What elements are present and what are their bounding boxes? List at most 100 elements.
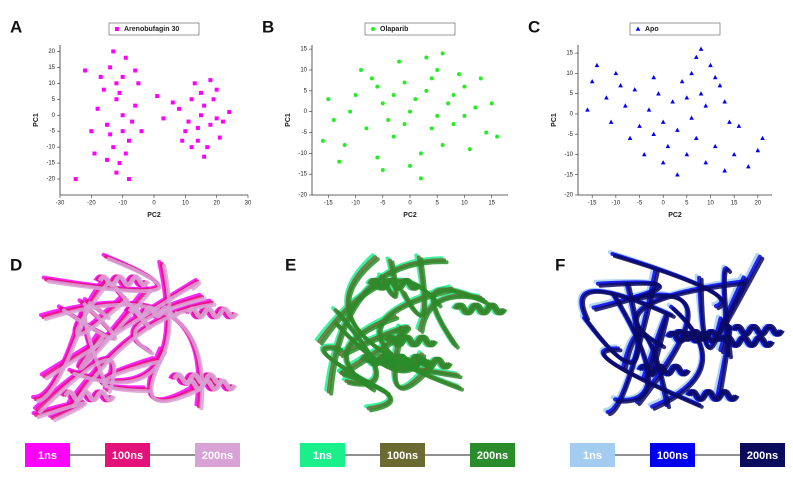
structure [314, 253, 508, 413]
point [326, 97, 331, 102]
point [435, 68, 440, 72]
y-tick-label: -20 [298, 193, 307, 199]
x-tick-label: -15 [588, 201, 597, 207]
x-tick-label: -10 [612, 201, 621, 207]
legend-swatch [650, 443, 695, 467]
ribbon [133, 296, 207, 356]
y-tick-label: -15 [46, 161, 55, 167]
point [126, 138, 131, 143]
legend-marker [115, 27, 119, 31]
legend-swatch [570, 443, 615, 467]
point [105, 157, 109, 162]
point [708, 62, 713, 68]
point [95, 106, 100, 111]
helix [638, 363, 691, 377]
point [83, 68, 88, 73]
point [665, 143, 671, 149]
point [446, 101, 451, 106]
y-tick-label: -5 [568, 132, 574, 138]
point [227, 110, 232, 115]
point [703, 160, 709, 165]
y-tick-label: 20 [48, 49, 55, 55]
point [189, 145, 194, 150]
x-tick-label: 0 [661, 201, 665, 207]
y-tick-label: 10 [300, 68, 307, 74]
point [133, 68, 138, 73]
y-tick-label: 15 [566, 51, 573, 57]
point [760, 135, 765, 141]
point [451, 122, 456, 127]
panel-label: B [262, 17, 274, 36]
point [402, 80, 407, 85]
helix [687, 389, 740, 402]
point [380, 101, 385, 106]
point [114, 97, 119, 102]
x-tick-label: -10 [118, 201, 127, 207]
point [136, 81, 141, 86]
point [731, 151, 737, 157]
y-tick-label: 15 [300, 47, 307, 53]
point [478, 76, 483, 81]
x-tick-label: 20 [213, 201, 220, 207]
point [211, 97, 216, 102]
point [214, 116, 219, 121]
legend-swatch [105, 443, 150, 467]
y-axis-label: PC1 [285, 113, 292, 127]
legend-box [364, 22, 456, 36]
legend-swatch [470, 443, 515, 467]
point [670, 99, 675, 104]
point [117, 90, 122, 95]
ribbon [347, 257, 465, 392]
point [89, 129, 94, 134]
helix [666, 330, 720, 344]
y-tick-label: 10 [48, 81, 55, 87]
helix [186, 306, 239, 320]
point [457, 72, 461, 77]
point [703, 103, 709, 108]
y-tick-label: 10 [566, 71, 573, 77]
point [641, 151, 647, 157]
point [202, 154, 207, 159]
point [220, 119, 225, 124]
ribbon [612, 253, 725, 311]
point [391, 134, 396, 139]
point [98, 74, 103, 79]
helix [172, 372, 225, 386]
ribbon [612, 293, 651, 404]
point [337, 159, 342, 164]
legend-swatch [195, 443, 240, 467]
point [195, 125, 200, 130]
ribbon [36, 401, 87, 422]
legend-label: 1ns [313, 450, 332, 462]
x-tick-label: -10 [351, 201, 360, 207]
point [684, 95, 690, 100]
point [440, 143, 445, 147]
x-tick-label: 10 [182, 201, 189, 207]
point [746, 164, 751, 169]
point [120, 74, 125, 79]
point [208, 78, 213, 83]
ribbon [636, 294, 691, 406]
point [120, 113, 125, 118]
point [130, 119, 135, 124]
point [133, 103, 138, 108]
point [320, 138, 325, 143]
y-tick-label: 15 [48, 65, 55, 71]
x-tick-label: -5 [380, 201, 386, 207]
panel-label: A [10, 17, 22, 36]
x-tick-label: 0 [408, 201, 412, 207]
point [651, 74, 657, 80]
point [722, 168, 727, 173]
point [375, 84, 380, 89]
x-tick-label: 20 [754, 201, 761, 207]
point [186, 119, 191, 124]
y-axis-label: PC1 [33, 113, 40, 127]
point [117, 161, 122, 166]
x-tick-label: -15 [324, 201, 333, 207]
ribbon [608, 269, 660, 417]
legend-label: 200ns [477, 450, 508, 462]
point [594, 62, 600, 68]
helix [63, 389, 116, 403]
y-tick-label: -20 [564, 193, 573, 199]
x-tick-label: 30 [245, 201, 252, 207]
